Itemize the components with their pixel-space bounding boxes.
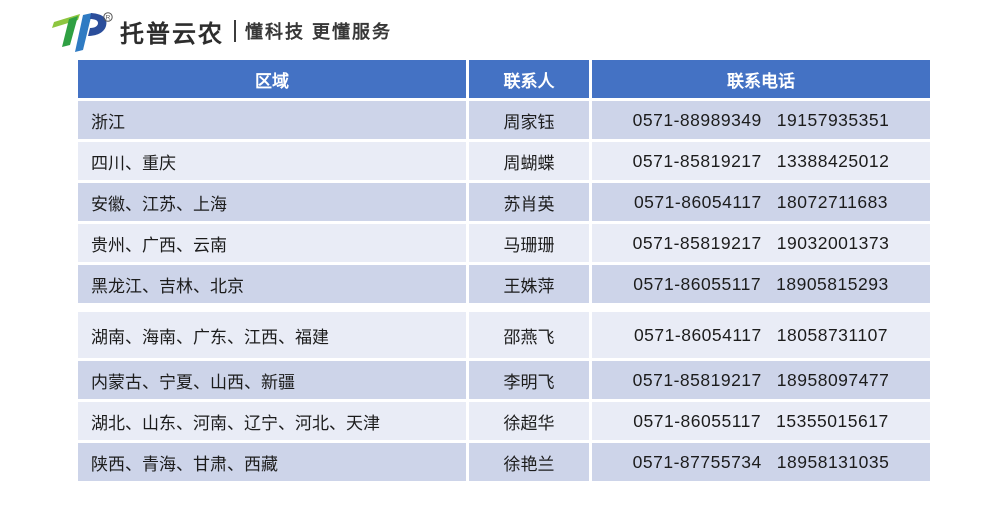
- region-cell: 湖北、山东、河南、辽宁、河北、天津: [78, 402, 466, 440]
- contact-cell: 苏肖英: [469, 183, 589, 221]
- contact-text: 马珊珊: [503, 235, 555, 255]
- region-text: 浙江: [91, 112, 125, 132]
- contact-text: 苏肖英: [503, 194, 555, 214]
- office-phone: 0571-85819217: [632, 232, 762, 253]
- region-cell: 黑龙江、吉林、北京: [78, 265, 466, 303]
- contact-cell: 周蝴蝶: [469, 142, 589, 180]
- phone-cell: 0571-86054117 18058731107: [592, 312, 930, 358]
- brand-tagline: 懂科技 更懂服务: [245, 22, 393, 42]
- contact-text: 邵燕飞: [503, 327, 555, 347]
- contact-cell: 李明飞: [469, 361, 589, 399]
- region-cell: 贵州、广西、云南: [78, 224, 466, 262]
- table-row: 安徽、江苏、上海 苏肖英 0571-86054117 18072711683: [78, 183, 930, 221]
- contact-cell: 徐超华: [469, 402, 589, 440]
- header-contact: 联系人: [469, 60, 589, 98]
- region-cell: 安徽、江苏、上海: [78, 183, 466, 221]
- header-region: 区域: [78, 60, 466, 98]
- office-phone: 0571-85819217: [632, 369, 762, 390]
- office-phone: 0571-86055117: [633, 273, 762, 294]
- contact-text: 周蝴蝶: [503, 153, 555, 173]
- mobile-phone: 18905815293: [776, 273, 889, 294]
- region-cell: 浙江: [78, 101, 466, 139]
- phone-cell: 0571-85819217 18958097477: [592, 361, 930, 399]
- mobile-phone: 19032001373: [776, 232, 890, 253]
- contact-cell: 王姝萍: [469, 265, 589, 303]
- region-text: 黑龙江、吉林、北京: [91, 276, 244, 296]
- region-text: 安徽、江苏、上海: [91, 194, 227, 214]
- region-text: 四川、重庆: [91, 153, 176, 173]
- header-phone: 联系电话: [592, 60, 930, 98]
- mobile-phone: 18058731107: [776, 324, 889, 345]
- phone-cell: 0571-86055117 18905815293: [592, 265, 930, 303]
- contact-text: 周家钰: [503, 112, 555, 132]
- region-text: 湖南、海南、广东、江西、福建: [91, 327, 329, 347]
- region-text: 陕西、青海、甘肃、西藏: [91, 454, 278, 474]
- phone-cell: 0571-86054117 18072711683: [592, 183, 930, 221]
- mobile-phone: 15355015617: [776, 410, 889, 431]
- table-row: 贵州、广西、云南 马珊珊 0571-85819217 19032001373: [78, 224, 930, 262]
- region-text: 贵州、广西、云南: [91, 235, 227, 255]
- phone-cell: 0571-85819217 19032001373: [592, 224, 930, 262]
- contact-text: 王姝萍: [503, 276, 555, 296]
- contact-cell: 邵燕飞: [469, 312, 589, 358]
- mobile-phone: 13388425012: [776, 150, 890, 171]
- table-row: 黑龙江、吉林、北京 王姝萍 0571-86055117 18905815293: [78, 265, 930, 303]
- office-phone: 0571-87755734: [632, 451, 762, 472]
- phone-cell: 0571-88989349 19157935351: [592, 101, 930, 139]
- contact-text: 徐超华: [503, 413, 555, 433]
- table-row: 四川、重庆 周蝴蝶 0571-85819217 13388425012: [78, 142, 930, 180]
- registered-mark: R: [106, 14, 111, 21]
- region-cell: 内蒙古、宁夏、山西、新疆: [78, 361, 466, 399]
- region-cell: 四川、重庆: [78, 142, 466, 180]
- brand-logo-icon: R: [52, 12, 113, 52]
- table-row: 湖北、山东、河南、辽宁、河北、天津 徐超华 0571-86055117 15355…: [78, 402, 930, 440]
- region-text: 湖北、山东、河南、辽宁、河北、天津: [91, 413, 380, 433]
- table-row: 陕西、青海、甘肃、西藏 徐艳兰 0571-87755734 18958131035: [78, 443, 930, 481]
- region-cell: 陕西、青海、甘肃、西藏: [78, 443, 466, 481]
- mobile-phone: 18958131035: [776, 451, 890, 472]
- table-header-row: 区域 联系人 联系电话: [78, 60, 930, 98]
- office-phone: 0571-88989349: [632, 109, 762, 130]
- mobile-phone: 18072711683: [776, 191, 889, 212]
- contact-table: 区域 联系人 联系电话 浙江 周家钰 0571-88989349 19157935…: [78, 60, 930, 481]
- office-phone: 0571-86055117: [633, 410, 762, 431]
- region-text: 内蒙古、宁夏、山西、新疆: [91, 372, 295, 392]
- office-phone: 0571-86054117: [633, 324, 762, 345]
- phone-cell: 0571-87755734 18958131035: [592, 443, 930, 481]
- table-row: 内蒙古、宁夏、山西、新疆 李明飞 0571-85819217 1895809747…: [78, 361, 930, 399]
- mobile-phone: 18958097477: [776, 369, 890, 390]
- office-phone: 0571-86054117: [633, 191, 762, 212]
- contact-text: 徐艳兰: [503, 454, 555, 474]
- brand-name: 托普云农: [120, 20, 224, 48]
- phone-cell: 0571-86055117 15355015617: [592, 402, 930, 440]
- brand-header: R 托普云农 懂科技 更懂服务: [52, 9, 392, 53]
- phone-cell: 0571-85819217 13388425012: [592, 142, 930, 180]
- contact-text: 李明飞: [503, 372, 555, 392]
- table-row: 浙江 周家钰 0571-88989349 19157935351: [78, 101, 930, 139]
- contact-cell: 徐艳兰: [469, 443, 589, 481]
- brand-divider: [234, 20, 236, 42]
- office-phone: 0571-85819217: [632, 150, 762, 171]
- region-cell: 湖南、海南、广东、江西、福建: [78, 312, 466, 358]
- contact-cell: 马珊珊: [469, 224, 589, 262]
- mobile-phone: 19157935351: [776, 109, 890, 130]
- table-row: 湖南、海南、广东、江西、福建 邵燕飞 0571-86054117 18058731…: [78, 312, 930, 358]
- contact-cell: 周家钰: [469, 101, 589, 139]
